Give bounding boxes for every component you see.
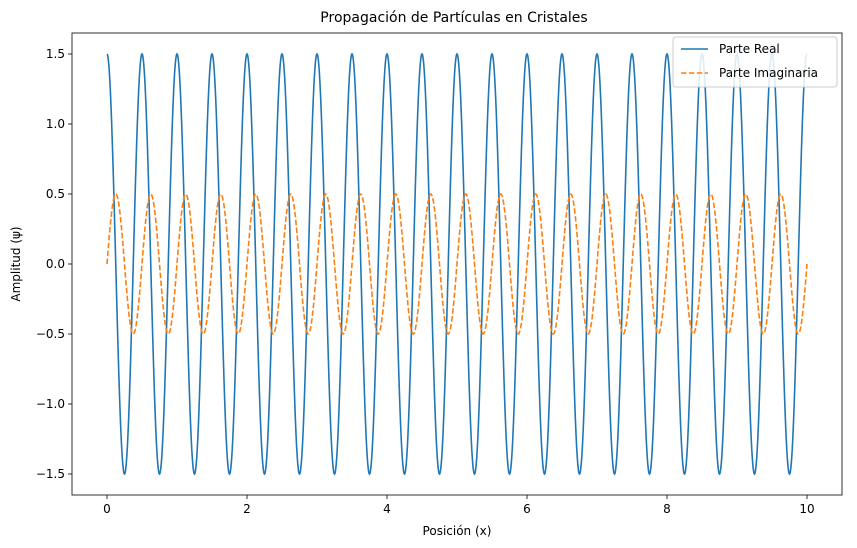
y-axis: 1.5 1.0 0.5 0.0 −0.5 −1.0 −1.5 xyxy=(36,47,72,481)
y-tick-label: 0.5 xyxy=(46,187,65,201)
x-tick-label: 10 xyxy=(799,502,814,516)
y-axis-label: Amplitud (ψ) xyxy=(9,226,23,301)
legend-label-parte-real: Parte Real xyxy=(719,42,780,56)
x-axis-label: Posición (x) xyxy=(423,524,492,538)
y-tick-label: −0.5 xyxy=(36,327,65,341)
x-tick-label: 8 xyxy=(663,502,671,516)
y-tick-label: 1.5 xyxy=(46,47,65,61)
y-tick-label: 0.0 xyxy=(46,257,65,271)
series-line-parte-imaginaria xyxy=(106,193,808,335)
y-tick-label: −1.5 xyxy=(36,467,65,481)
legend-box xyxy=(672,36,838,88)
series-line-parte-real xyxy=(106,52,808,476)
x-axis: 0 2 4 6 8 10 xyxy=(103,495,815,516)
legend-label-parte-imaginaria: Parte Imaginaria xyxy=(719,66,818,80)
y-tick-label: −1.0 xyxy=(36,397,65,411)
chart-title: Propagación de Partículas en Cristales xyxy=(320,10,587,26)
x-tick-label: 0 xyxy=(103,502,111,516)
x-tick-label: 6 xyxy=(523,502,531,516)
x-tick-label: 4 xyxy=(383,502,391,516)
legend: Parte Real Parte Imaginaria xyxy=(672,36,838,88)
x-tick-label: 2 xyxy=(243,502,251,516)
y-tick-label: 1.0 xyxy=(46,117,65,131)
